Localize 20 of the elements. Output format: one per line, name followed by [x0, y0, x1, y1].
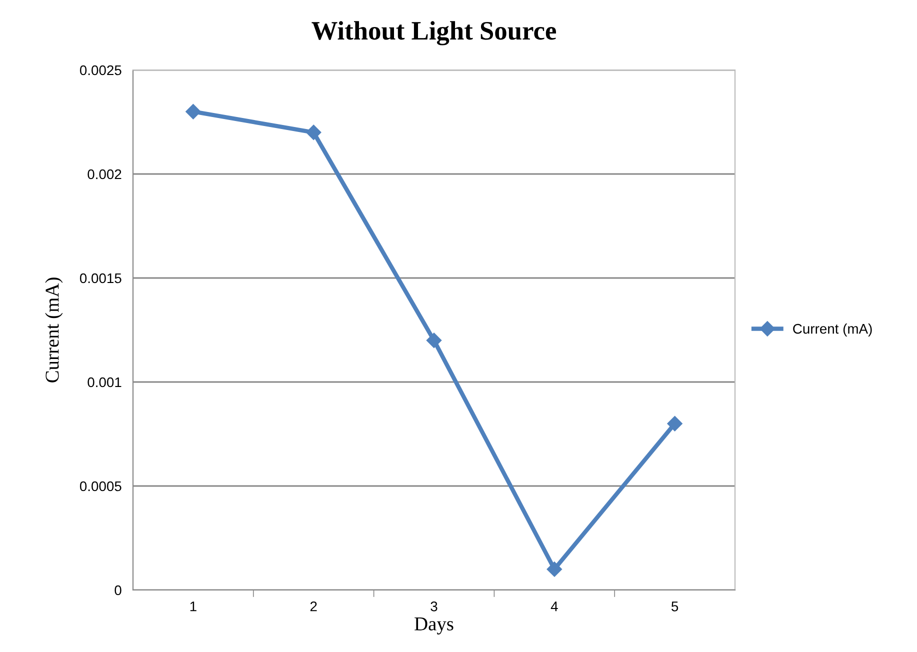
- x-tick-label: 3: [430, 601, 438, 612]
- point: [426, 332, 442, 348]
- y-tick-label: 0: [114, 585, 122, 596]
- y-tick-label: 0.0015: [80, 273, 122, 284]
- x-axis-title: Days: [414, 618, 454, 634]
- y-tick-label: 0.0025: [80, 65, 122, 76]
- legend-label: Current (mA): [793, 324, 872, 336]
- y-axis-title: Current (mA): [45, 278, 63, 382]
- point: [306, 124, 322, 140]
- point: [667, 416, 682, 432]
- chart-title: Without Light Source: [312, 21, 556, 46]
- point: [186, 104, 201, 120]
- point: [546, 562, 562, 577]
- y-tick-label: 0.002: [88, 169, 122, 180]
- x-tick-label: 5: [671, 602, 678, 612]
- x-tick-label: 4: [550, 602, 558, 612]
- y-tick-label: 0.001: [88, 377, 122, 388]
- y-tick-label: 0.0005: [80, 481, 122, 492]
- x-tick-label: 1: [190, 602, 196, 612]
- x-tick-label: 2: [310, 601, 317, 612]
